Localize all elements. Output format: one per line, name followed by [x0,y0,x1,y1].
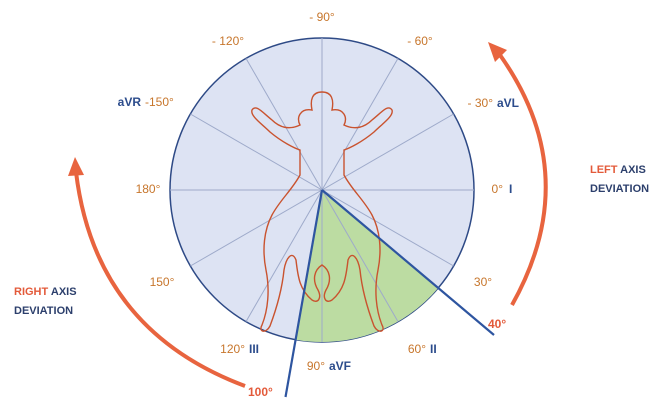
right-deviation-arrow [74,171,246,388]
axis-line-40 [321,189,495,336]
angle-label: - 120° [212,34,244,48]
lead-label: aVF [329,359,351,373]
deviation-word: RIGHT [14,286,49,298]
angle-label: 30° [474,275,492,289]
lead-label: aVL [497,96,519,110]
arrowhead [68,157,84,176]
lead-label: I [509,182,512,196]
angle-label: 60° [408,342,426,356]
angle-label: - 90° [309,10,335,24]
axis-line-100 [284,189,324,398]
range-label: 40° [488,317,506,331]
angle-label: 180° [136,182,161,196]
deviation-word: DEVIATION [590,183,649,195]
lead-label: III [249,342,259,356]
angle-label: - 60° [407,34,433,48]
deviation-word: AXIS [51,286,77,298]
arrowhead [488,42,507,62]
deviation-word: LEFT [590,164,618,176]
deviation-word: AXIS [620,164,646,176]
angle-label: -150° [145,95,174,109]
angle-label: 90° [307,359,325,373]
deviation-word: DEVIATION [14,305,73,317]
normal-axis-wedge [295,190,439,343]
angle-label: - 30° [468,96,494,110]
svg-text:RIGHT AXIS: RIGHT AXIS [14,286,77,298]
left-deviation-arrow [498,53,548,306]
range-label: 100° [248,385,273,399]
angle-label: 0° [492,182,504,196]
angle-label: 150° [150,275,175,289]
angle-label: 120° [220,342,245,356]
svg-text:LEFT AXIS: LEFT AXIS [590,164,646,176]
lead-label: II [430,342,437,356]
lead-label: aVR [118,95,142,109]
animal-outline [251,91,393,332]
